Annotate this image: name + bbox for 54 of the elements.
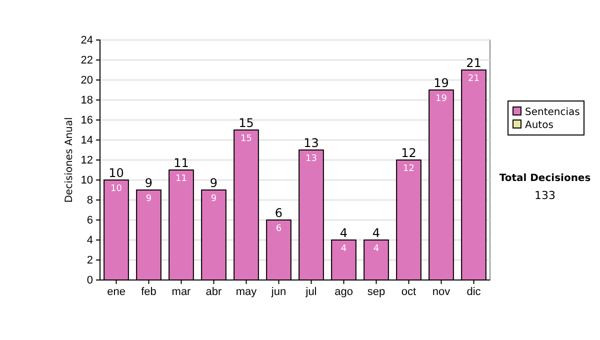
total-label: 19 — [434, 76, 449, 90]
y-tick-label: 22 — [80, 54, 93, 67]
total-label: 9 — [144, 176, 153, 190]
x-tick-label: jun — [270, 286, 286, 298]
y-tick-label: 2 — [86, 254, 93, 267]
total-label: 11 — [174, 156, 189, 170]
legend-label: Sentencias — [525, 107, 580, 118]
x-tick-label: oct — [401, 286, 416, 298]
data-label: 9 — [146, 194, 152, 204]
data-label: 12 — [403, 164, 414, 174]
total-label: 10 — [108, 166, 124, 180]
y-tick-label: 8 — [86, 194, 93, 207]
y-axis-title: Decisiones Anual — [64, 117, 75, 203]
total-label: 4 — [340, 226, 348, 240]
y-tick-label: 4 — [86, 234, 93, 247]
total-label: 15 — [238, 116, 254, 130]
legend-label: Autos — [525, 120, 554, 131]
y-tick-label: 14 — [80, 134, 93, 147]
y-tick-label: 18 — [80, 94, 93, 107]
x-tick-label: feb — [141, 286, 156, 298]
x-tick-label: abr — [206, 286, 222, 298]
y-tick-label: 0 — [86, 274, 93, 287]
text: Total Decisiones — [499, 173, 591, 184]
data-label: 21 — [468, 74, 480, 84]
data-label: 11 — [176, 174, 187, 184]
total-label: 21 — [466, 56, 482, 70]
data-label: 15 — [240, 134, 252, 144]
y-tick-label: 6 — [86, 214, 93, 227]
x-tick-label: ago — [334, 286, 353, 298]
y-tick-label: 24 — [80, 34, 93, 47]
x-tick-label: may — [236, 286, 258, 298]
total-label: 4 — [372, 226, 380, 240]
x-tick-label: sep — [367, 286, 386, 298]
text: 133 — [534, 189, 556, 202]
total-label: 9 — [210, 176, 218, 190]
x-tick-label: mar — [172, 286, 192, 298]
data-label: 6 — [276, 224, 282, 234]
data-label: 4 — [340, 244, 347, 254]
total-label: 12 — [401, 146, 416, 160]
total-label: 6 — [274, 206, 283, 220]
x-tick-label: dic — [466, 286, 482, 298]
data-label: 9 — [210, 194, 217, 204]
total-label: 13 — [304, 136, 319, 150]
data-label: 13 — [306, 154, 317, 164]
y-tick-label: 10 — [80, 174, 93, 187]
x-tick-label: nov — [432, 286, 451, 298]
data-label: 19 — [436, 94, 448, 104]
y-tick-label: 20 — [80, 74, 93, 87]
y-tick-label: 12 — [80, 154, 93, 167]
data-label: 4 — [373, 244, 380, 254]
x-tick-label: ene — [107, 286, 126, 298]
y-tick-label: 16 — [80, 114, 93, 127]
x-tick-label: jul — [304, 286, 317, 298]
data-label: 10 — [110, 184, 122, 194]
